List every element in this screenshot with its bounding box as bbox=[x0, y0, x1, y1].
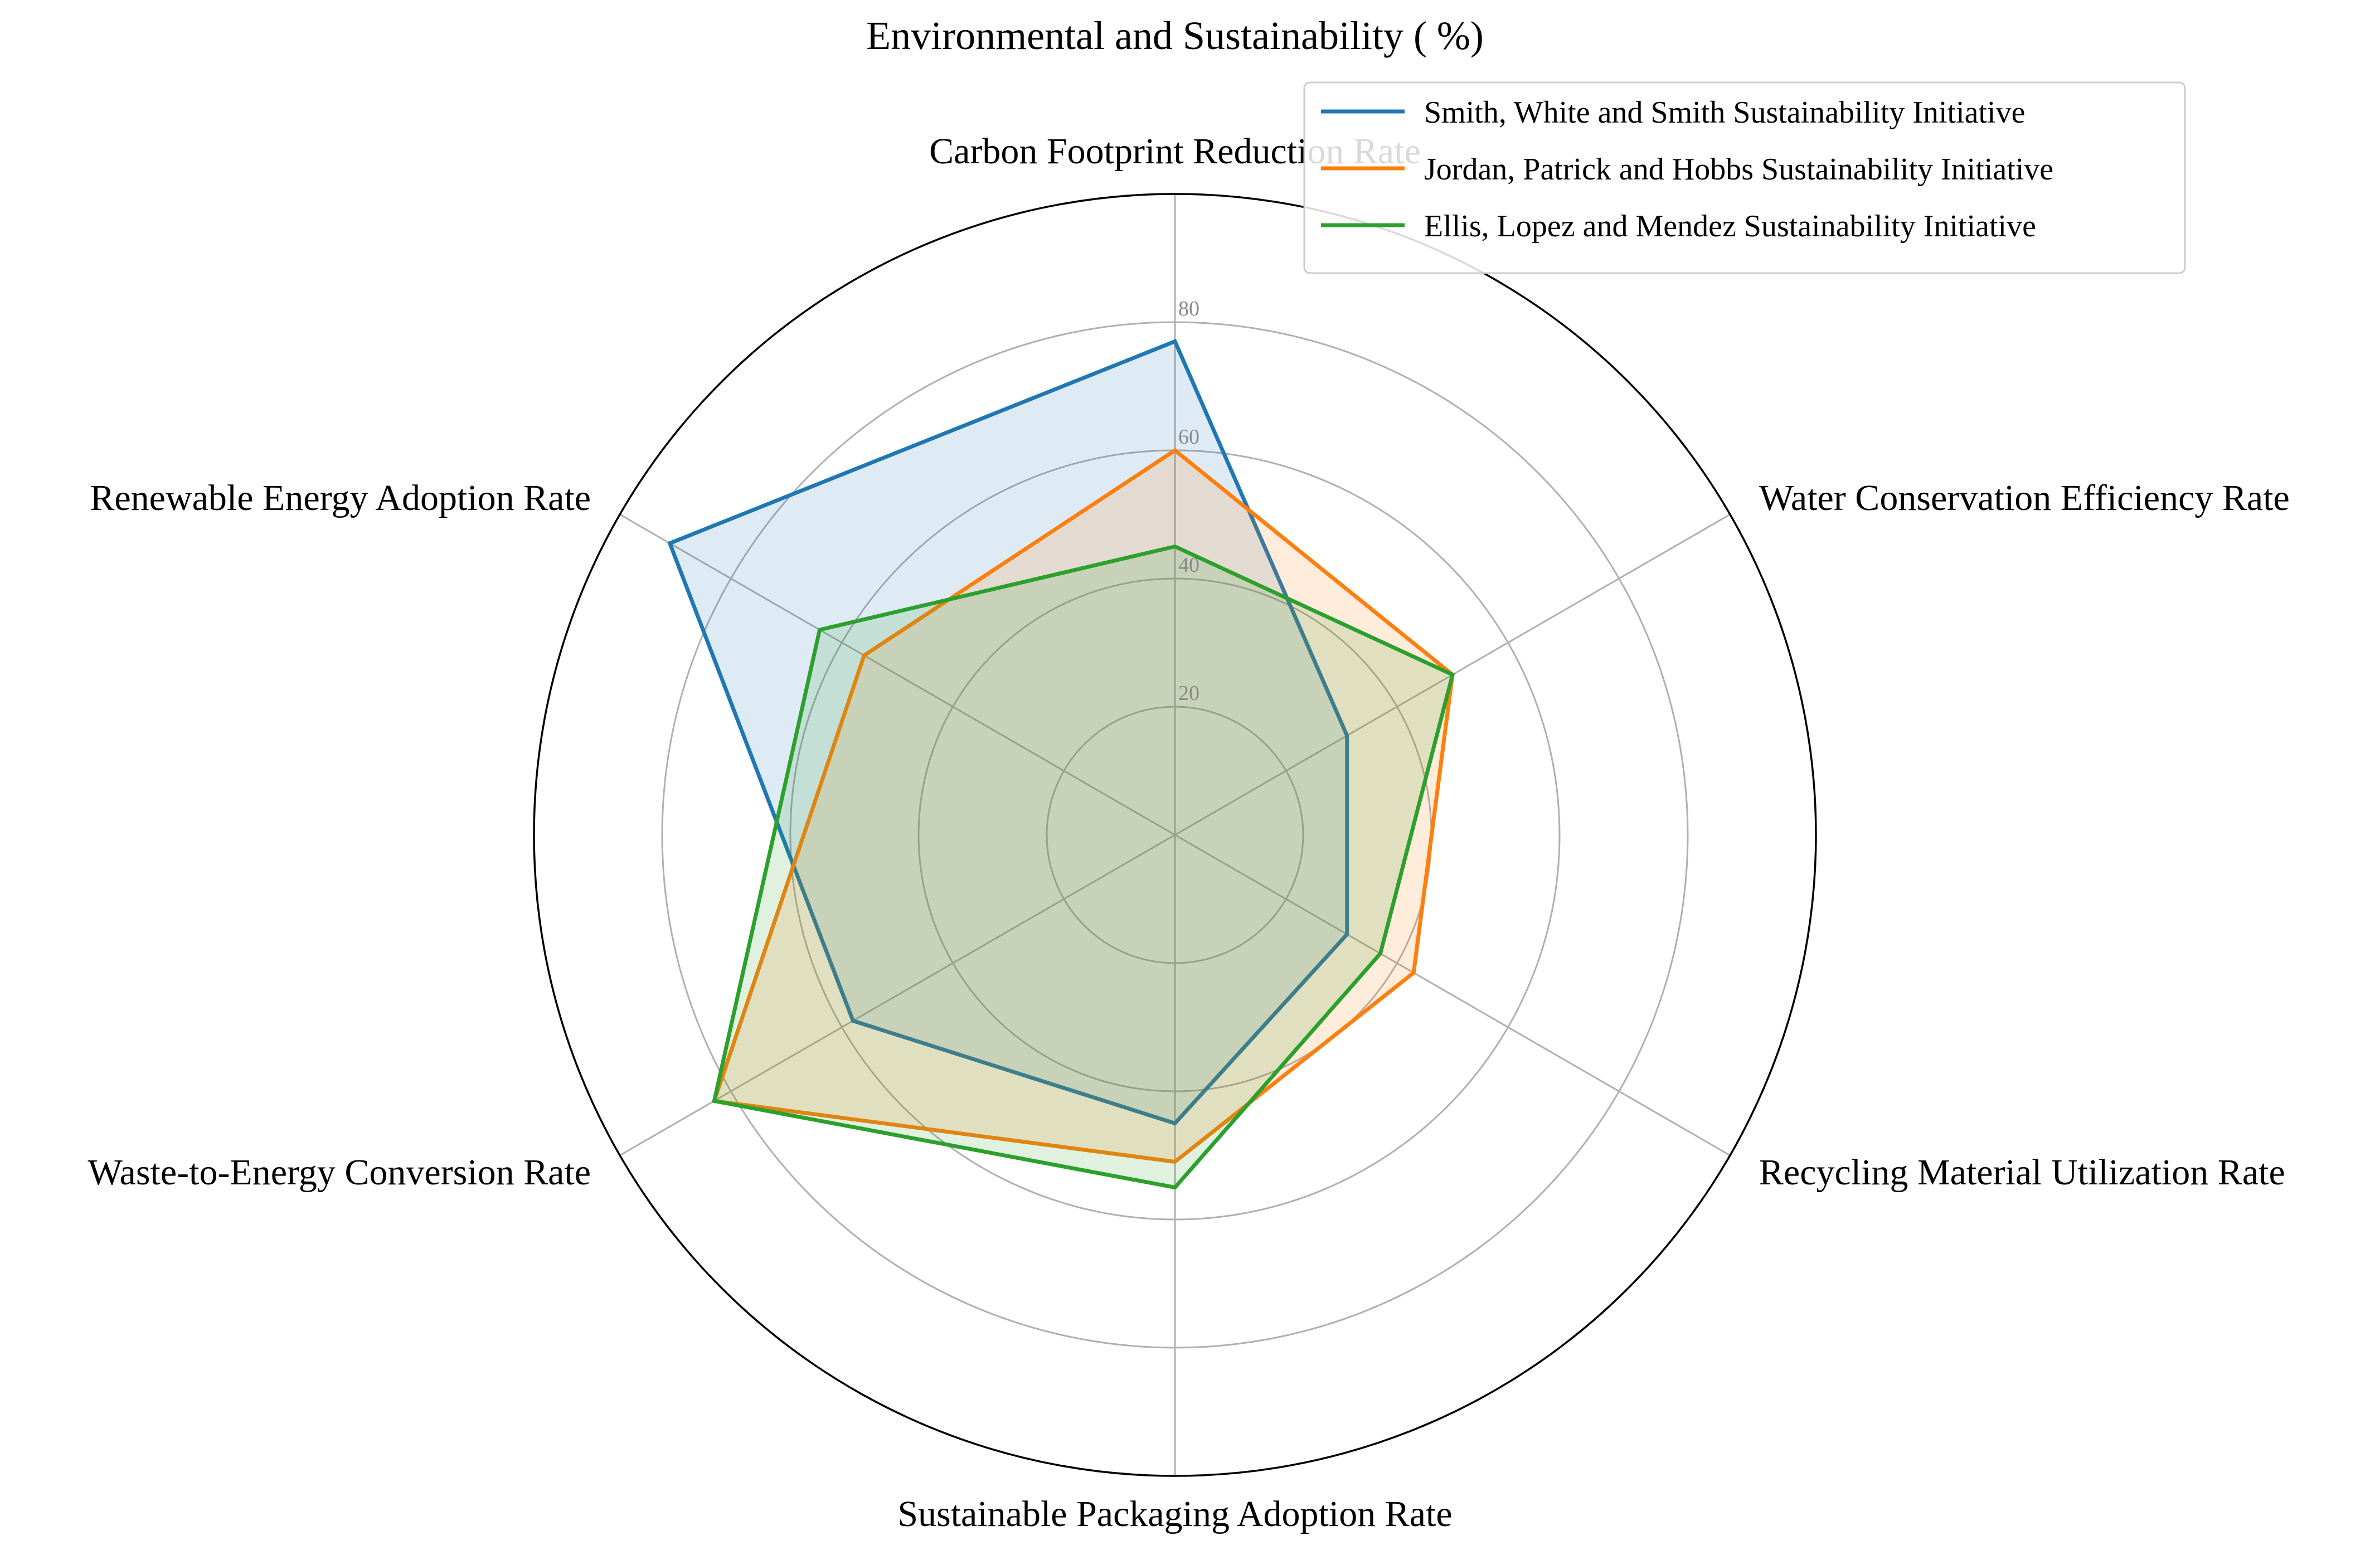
outer-frame-circle bbox=[533, 193, 1817, 1477]
spoke-line bbox=[1174, 834, 1731, 1157]
series-area-1 bbox=[669, 341, 1347, 1124]
radar-series bbox=[667, 338, 1455, 1190]
series-line-3 bbox=[712, 544, 1455, 1190]
legend: Smith, White and Smith Sustainability In… bbox=[1303, 81, 2186, 274]
chart-title: Environmental and Sustainability ( %) bbox=[866, 13, 1484, 58]
legend-label-3: Ellis, Lopez and Mendez Sustainability I… bbox=[1424, 209, 2036, 244]
series-area-3 bbox=[714, 546, 1453, 1188]
axis-label: Renewable Energy Adoption Rate bbox=[90, 478, 591, 518]
axis-label: Waste-to-Energy Conversion Rate bbox=[88, 1152, 591, 1193]
legend-box bbox=[1303, 81, 2186, 274]
axis-label: Sustainable Packaging Adoption Rate bbox=[897, 1494, 1452, 1534]
radial-tick-label: 80 bbox=[1178, 297, 1199, 320]
axis-label: Recycling Material Utilization Rate bbox=[1759, 1152, 2285, 1193]
radial-ticks: 20 40 60 80 bbox=[1178, 297, 1199, 705]
radial-tick-label: 40 bbox=[1178, 553, 1199, 577]
spoke-line bbox=[619, 513, 1176, 836]
legend-label-1: Smith, White and Smith Sustainability In… bbox=[1424, 95, 2025, 130]
legend-label-2: Jordan, Patrick and Hobbs Sustainability… bbox=[1424, 152, 2053, 187]
radial-tick-label: 60 bbox=[1178, 425, 1199, 449]
radial-tick-label: 20 bbox=[1178, 682, 1199, 705]
series-area-2 bbox=[714, 450, 1453, 1162]
axis-label: Water Conservation Efficiency Rate bbox=[1759, 478, 2290, 518]
series-line-1 bbox=[667, 338, 1349, 1126]
